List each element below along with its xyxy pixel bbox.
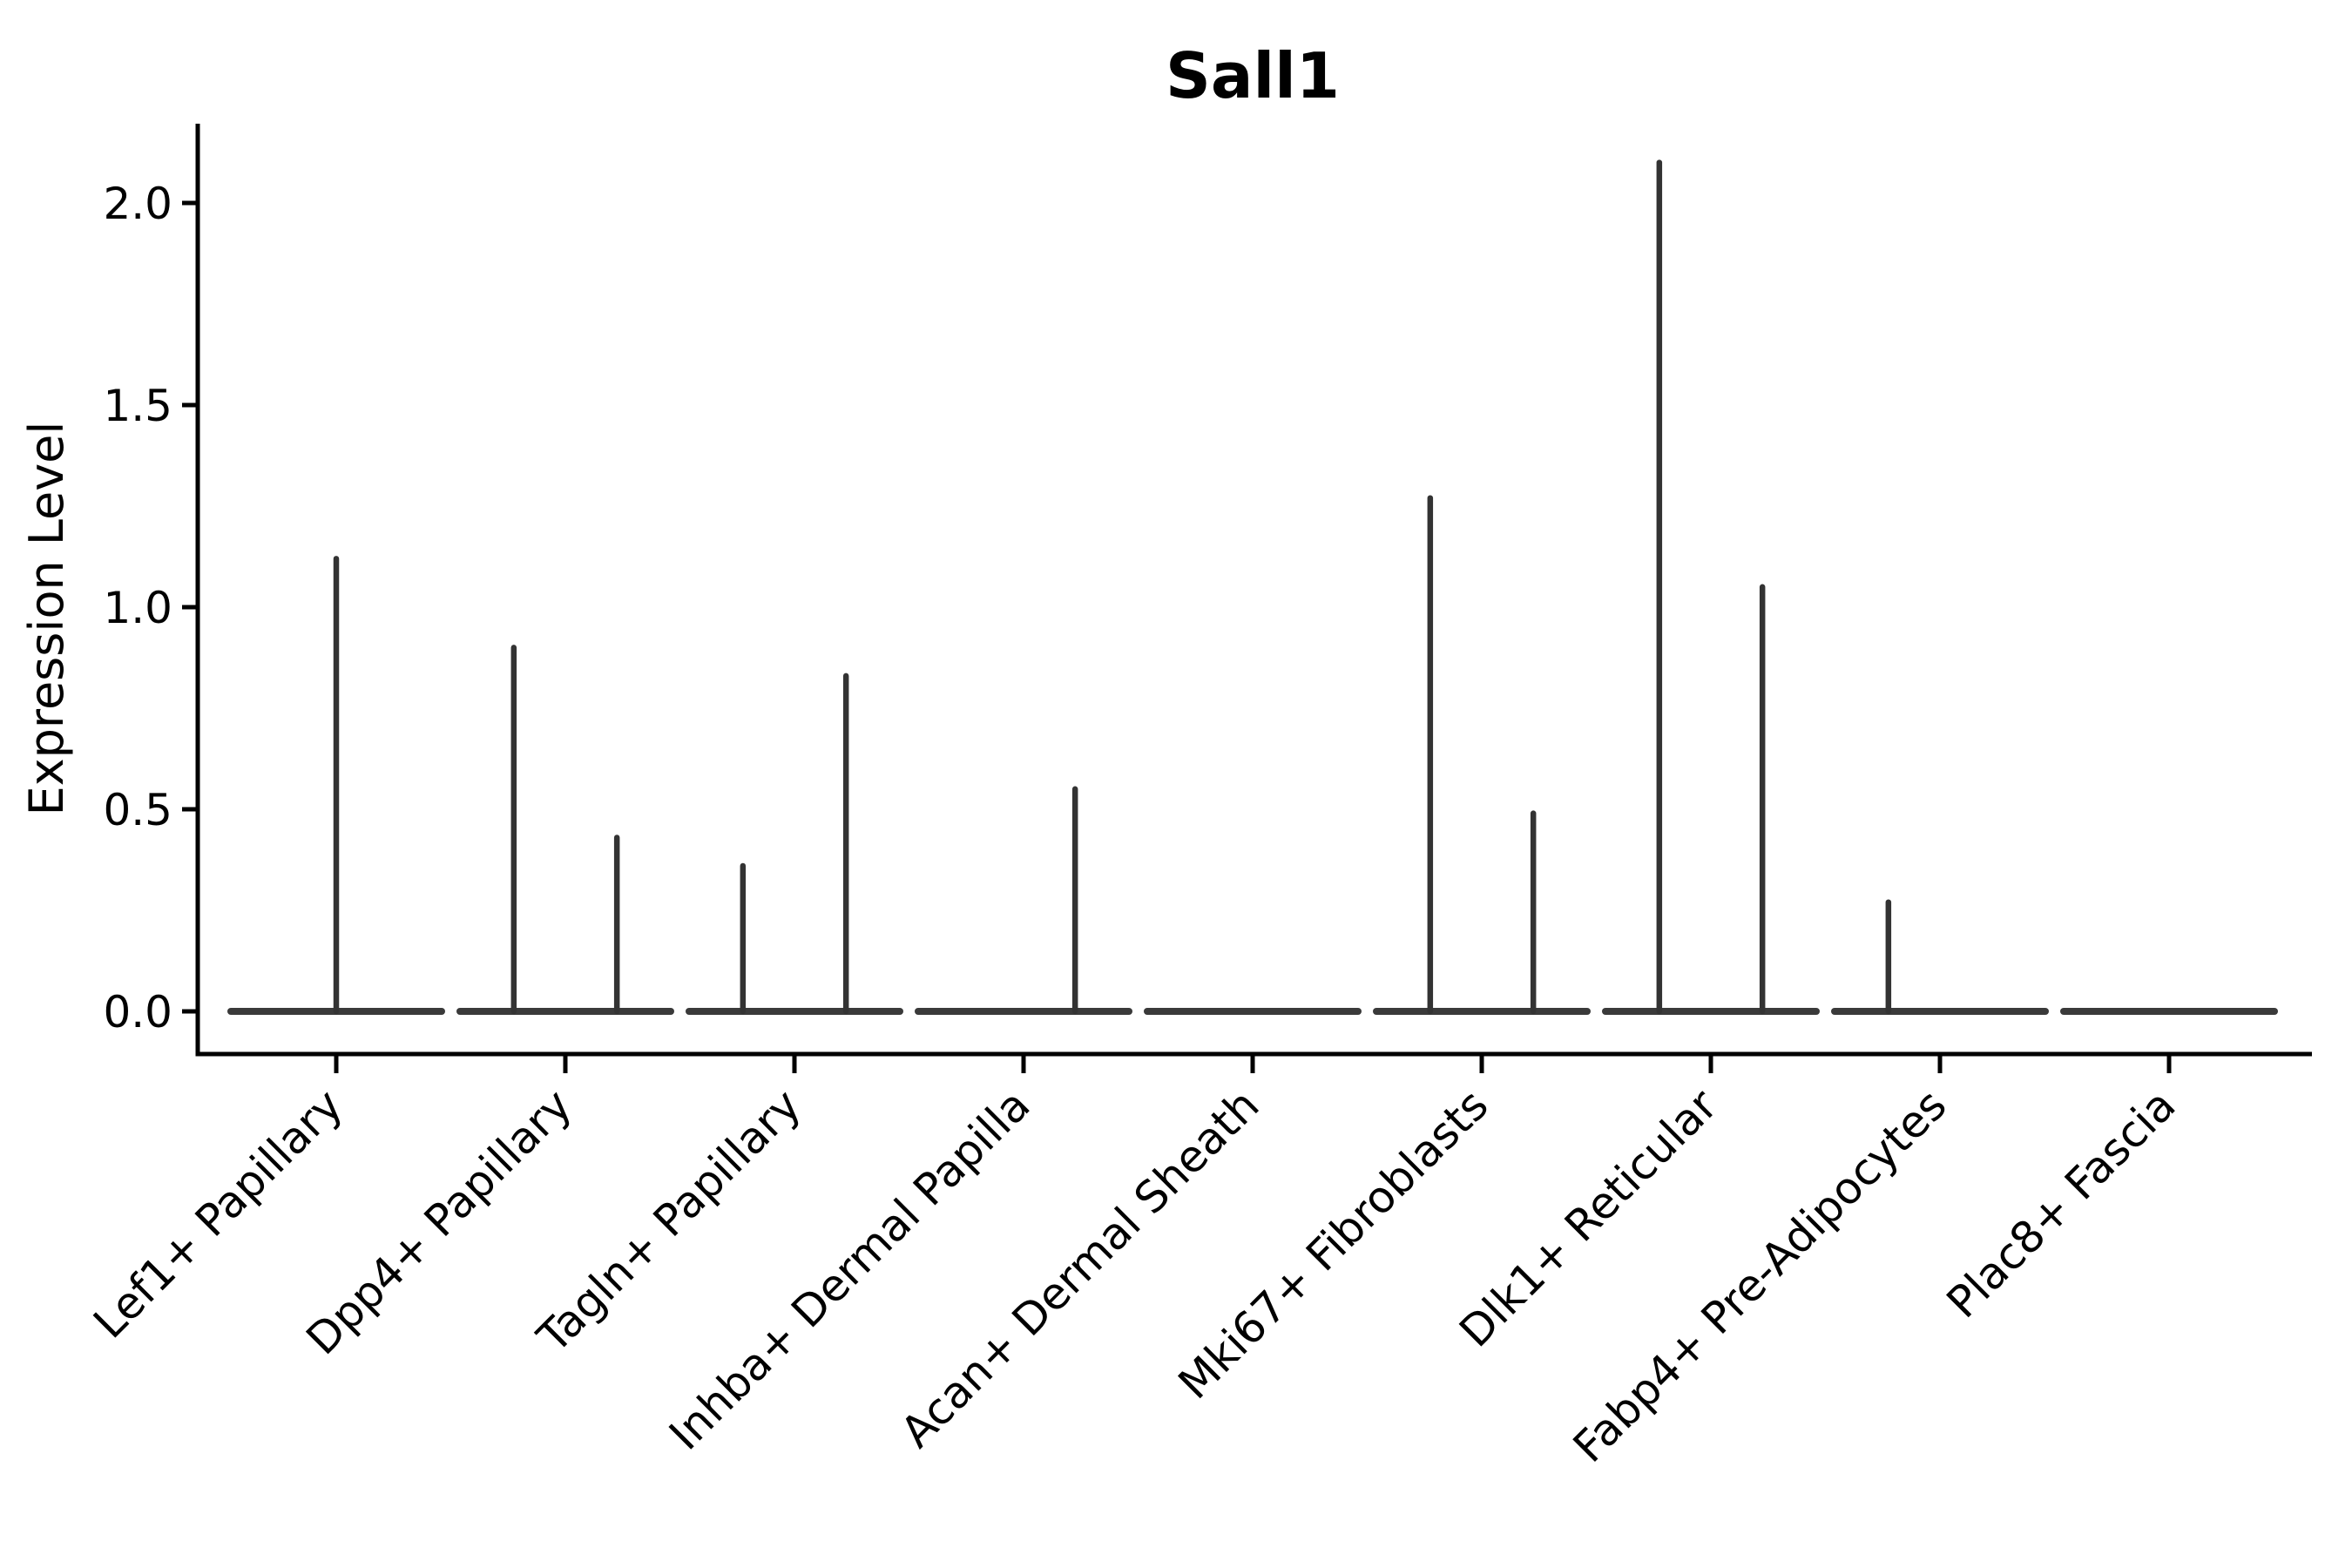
violin-3: [686, 672, 903, 1015]
y-tick-label: 1.0: [103, 583, 172, 633]
y-tick-label: 2.0: [103, 179, 172, 229]
y-tick-label: 0.5: [103, 785, 172, 835]
x-tick-label: Plac8+ Fascia: [1937, 1079, 2186, 1328]
violin-1: [227, 556, 445, 1015]
violin-8: [1831, 899, 2049, 1015]
violin-4: [915, 786, 1132, 1015]
x-tick-label: Fabp4+ Pre-Adipocytes: [1564, 1079, 1957, 1472]
violins-group: [227, 159, 2278, 1015]
y-tick-group: 0.0 0.5 1.0 1.5 2.0: [103, 179, 198, 1037]
y-axis-label: Expression Level: [19, 422, 74, 816]
violin-6: [1373, 495, 1591, 1015]
y-tick-label: 0.0: [103, 987, 172, 1037]
violin-7: [1602, 159, 1820, 1015]
chart-title: Sall1: [1166, 39, 1340, 112]
violin-2: [456, 645, 674, 1015]
x-tick-label: Lef1+ Papillary: [84, 1079, 352, 1348]
y-tick-label: 1.5: [103, 381, 172, 431]
